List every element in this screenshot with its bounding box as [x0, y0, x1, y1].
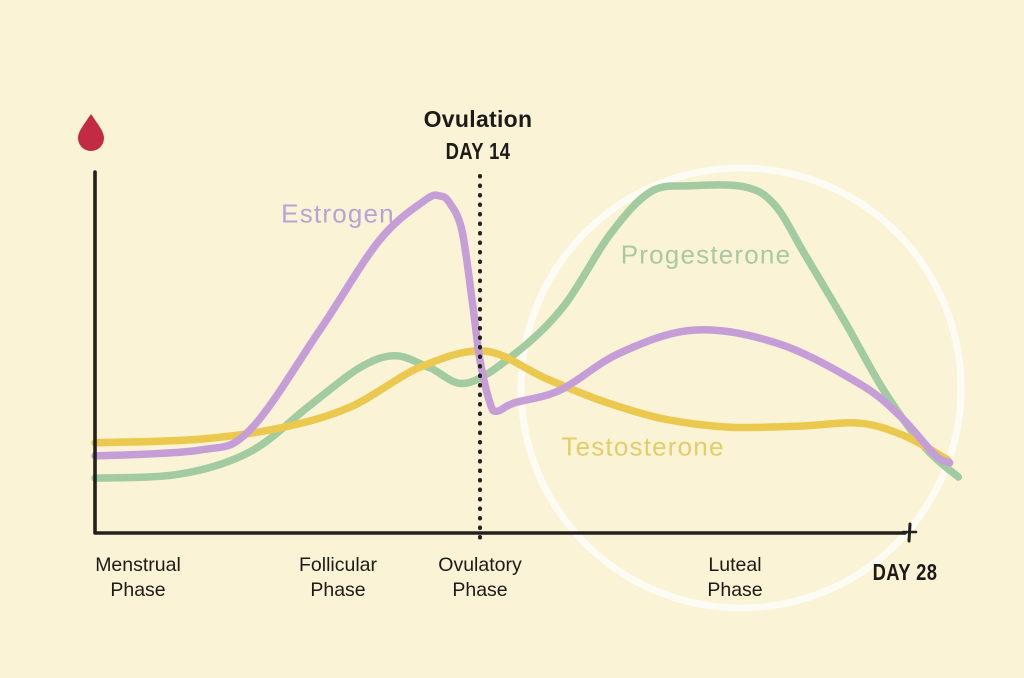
day-14-text: DAY 14: [445, 138, 511, 164]
estrogen-curve: [91, 191, 954, 467]
phase-label-luteal: Luteal Phase: [707, 553, 762, 602]
phase-word: Phase: [707, 578, 763, 601]
phase-name: Luteal: [708, 554, 762, 576]
phase-label-menstrual: Menstrual Phase: [95, 553, 181, 602]
phase-name: Follicular: [298, 554, 378, 576]
ovulation-day-label: DAY 14: [437, 138, 518, 165]
phase-word: Phase: [452, 578, 508, 601]
progesterone-label: Progesterone: [620, 239, 792, 270]
phase-name: Ovulatory: [438, 554, 522, 576]
ovulation-title: Ovulation: [423, 106, 533, 132]
axes: [93, 170, 907, 535]
progesterone-curve: [91, 181, 963, 482]
day-28-text: DAY 28: [872, 559, 938, 585]
phase-label-follicular: Follicular Phase: [299, 553, 377, 602]
luteal-highlight-circle: [517, 164, 965, 612]
blood-drop-icon: [78, 114, 104, 151]
estrogen-label: Estrogen: [281, 198, 395, 229]
testosterone-label: Testosterone: [561, 431, 725, 462]
phase-word: Phase: [310, 578, 366, 601]
phase-name: Menstrual: [95, 554, 181, 576]
phase-label-ovulatory: Ovulatory Phase: [438, 553, 521, 602]
day-28-label: DAY 28: [864, 559, 945, 586]
testosterone-curve: [91, 347, 952, 464]
phase-word: Phase: [110, 578, 166, 601]
